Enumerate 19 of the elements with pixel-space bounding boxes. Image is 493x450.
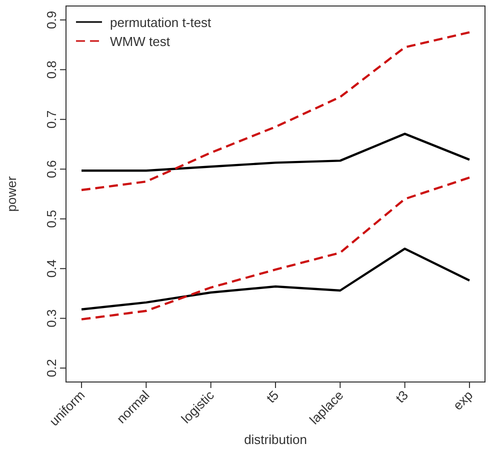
x-axis-title: distribution (244, 432, 307, 447)
y-tick-label: 0.5 (44, 210, 59, 228)
y-tick-label: 0.7 (44, 110, 59, 128)
legend-label: permutation t-test (110, 15, 212, 30)
y-tick-label: 0.6 (44, 160, 59, 178)
line-series (80, 248, 471, 310)
line-series (80, 176, 471, 320)
y-tick-label: 0.3 (44, 309, 59, 328)
x-tick-label: exp (450, 388, 476, 413)
x-tick-label: t5 (263, 388, 282, 406)
y-tick-label: 0.9 (44, 10, 59, 29)
x-tick-label: t3 (392, 388, 411, 406)
y-axis-title: power (4, 176, 19, 212)
line-series (80, 31, 471, 192)
line-series (80, 132, 471, 172)
y-tick-label: 0.8 (44, 60, 59, 79)
y-tick-label: 0.4 (44, 260, 59, 278)
y-tick-label: 0.2 (44, 359, 59, 378)
legend-label: WMW test (110, 34, 170, 49)
